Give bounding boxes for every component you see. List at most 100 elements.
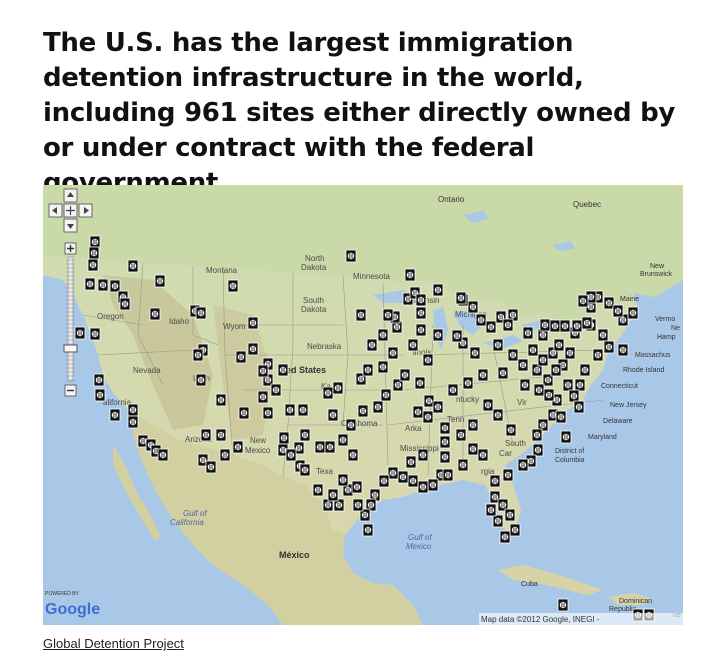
detention-site-icon[interactable] <box>197 453 209 467</box>
detention-site-icon[interactable] <box>432 400 444 414</box>
detention-site-icon[interactable] <box>227 279 239 293</box>
detention-site-icon[interactable] <box>467 442 479 456</box>
detention-site-icon[interactable] <box>277 443 289 457</box>
detention-site-icon[interactable] <box>378 474 390 488</box>
detention-site-icon[interactable] <box>127 415 139 429</box>
detention-site-icon[interactable] <box>617 313 629 327</box>
detention-site-icon[interactable] <box>232 440 244 454</box>
detention-site-icon[interactable] <box>564 346 576 360</box>
detention-site-icon[interactable] <box>531 428 543 442</box>
detention-site-icon[interactable] <box>397 470 409 484</box>
detention-site-icon[interactable] <box>543 388 555 402</box>
detention-site-icon[interactable] <box>284 403 296 417</box>
detention-site-icon[interactable] <box>507 348 519 362</box>
detention-site-icon[interactable] <box>502 468 514 482</box>
detention-site-icon[interactable] <box>489 490 501 504</box>
detention-site-icon[interactable] <box>489 474 501 488</box>
detention-site-icon[interactable] <box>551 393 563 407</box>
detention-site-icon[interactable] <box>377 328 389 342</box>
detention-site-icon[interactable] <box>455 428 467 442</box>
source-credit-link[interactable]: Global Detention Project <box>43 636 184 651</box>
detention-site-icon[interactable] <box>94 388 106 402</box>
detention-site-icon[interactable] <box>157 448 169 462</box>
detention-site-icon[interactable] <box>532 443 544 457</box>
detention-site-icon[interactable] <box>492 514 504 528</box>
detention-site-icon[interactable] <box>154 274 166 288</box>
detention-site-icon[interactable] <box>380 388 392 402</box>
detention-site-icon[interactable] <box>89 327 101 341</box>
detention-site-icon[interactable] <box>278 431 290 445</box>
detention-site-icon[interactable] <box>415 293 427 307</box>
detention-site-icon[interactable] <box>522 326 534 340</box>
detention-site-icon[interactable] <box>257 390 269 404</box>
detention-site-icon[interactable] <box>333 498 345 512</box>
detention-site-icon[interactable] <box>235 350 247 364</box>
detention-site-icon[interactable] <box>432 328 444 342</box>
detention-site-icon[interactable] <box>407 474 419 488</box>
detention-site-icon[interactable] <box>549 319 561 333</box>
detention-site-icon[interactable] <box>467 418 479 432</box>
detention-site-icon[interactable] <box>417 480 429 494</box>
detention-site-icon[interactable] <box>352 498 364 512</box>
detention-site-icon[interactable] <box>517 358 529 372</box>
detention-site-icon[interactable] <box>347 448 359 462</box>
detention-site-icon[interactable] <box>422 353 434 367</box>
detention-site-icon[interactable] <box>355 308 367 322</box>
detention-site-icon[interactable] <box>262 406 274 420</box>
detention-site-icon[interactable] <box>324 440 336 454</box>
detention-site-icon[interactable] <box>392 378 404 392</box>
detention-site-icon[interactable] <box>553 338 565 352</box>
detention-site-icon[interactable] <box>200 428 212 442</box>
detention-site-markers[interactable] <box>74 235 655 622</box>
detention-site-icon[interactable] <box>219 448 231 462</box>
detention-site-icon[interactable] <box>505 423 517 437</box>
detention-site-icon[interactable] <box>351 480 363 494</box>
detention-site-icon[interactable] <box>149 307 161 321</box>
detention-site-icon[interactable] <box>537 353 549 367</box>
detention-site-icon[interactable] <box>617 343 629 357</box>
detention-site-icon[interactable] <box>585 290 597 304</box>
detention-site-icon[interactable] <box>332 381 344 395</box>
detention-site-icon[interactable] <box>502 318 514 332</box>
detention-site-icon[interactable] <box>557 358 569 372</box>
detention-site-icon[interactable] <box>442 468 454 482</box>
map-navigation-control[interactable] <box>48 188 93 397</box>
detention-site-icon[interactable] <box>467 300 479 314</box>
detention-site-icon[interactable] <box>482 398 494 412</box>
detention-site-icon[interactable] <box>469 346 481 360</box>
detention-site-icon[interactable] <box>439 435 451 449</box>
detention-site-icon[interactable] <box>537 328 549 342</box>
detention-site-icon[interactable] <box>492 408 504 422</box>
detention-site-icon[interactable] <box>87 258 99 272</box>
detention-site-icon[interactable] <box>293 441 305 455</box>
detention-site-icon[interactable] <box>285 448 297 462</box>
detention-site-icon[interactable] <box>362 523 374 537</box>
detention-site-icon[interactable] <box>497 498 509 512</box>
google-logo[interactable]: Google <box>45 601 100 618</box>
detention-site-icon[interactable] <box>527 343 539 357</box>
detention-site-icon[interactable] <box>88 246 100 260</box>
detention-site-icon[interactable] <box>499 530 511 544</box>
detention-site-icon[interactable] <box>377 360 389 374</box>
detention-site-icon[interactable] <box>402 292 414 306</box>
detention-site-icon[interactable] <box>612 304 624 318</box>
detention-site-icon[interactable] <box>504 508 516 522</box>
detention-site-icon[interactable] <box>215 393 227 407</box>
detention-site-icon[interactable] <box>312 483 324 497</box>
detention-site-icon[interactable] <box>399 368 411 382</box>
detention-site-icon[interactable] <box>577 294 589 308</box>
detention-site-icon[interactable] <box>533 383 545 397</box>
detention-site-icon[interactable] <box>597 328 609 342</box>
detention-site-icon[interactable] <box>485 503 497 517</box>
detention-site-icon[interactable] <box>314 440 326 454</box>
detention-site-icon[interactable] <box>327 488 339 502</box>
detention-site-icon[interactable] <box>539 318 551 332</box>
detention-site-icon[interactable] <box>509 523 521 537</box>
detention-site-icon[interactable] <box>297 403 309 417</box>
detention-site-icon[interactable] <box>579 363 591 377</box>
detention-site-icon[interactable] <box>477 368 489 382</box>
detention-site-icon[interactable] <box>555 410 567 424</box>
detention-site-icon[interactable] <box>477 448 489 462</box>
detention-site-icon[interactable] <box>327 408 339 422</box>
detention-site-icon[interactable] <box>355 372 367 386</box>
